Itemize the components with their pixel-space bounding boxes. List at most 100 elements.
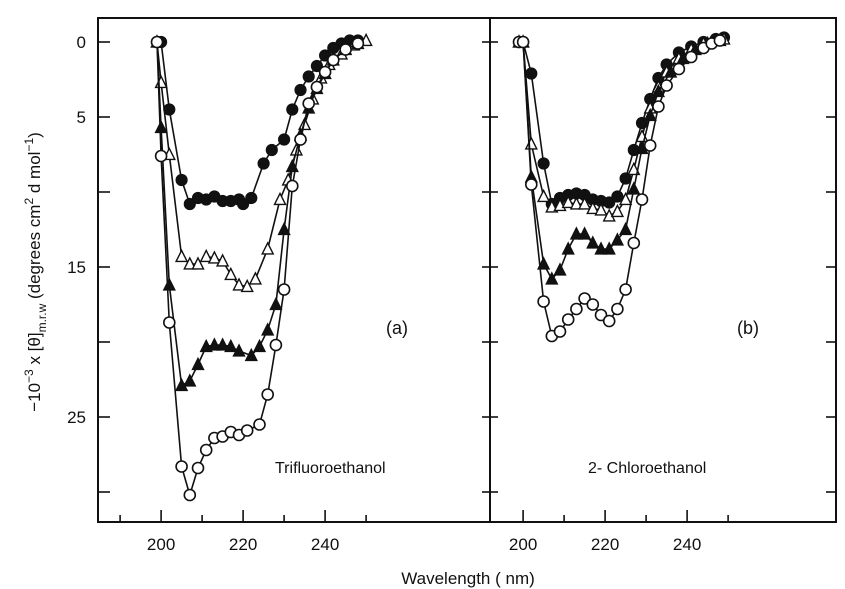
y-axis-title-units: (degrees cm (25, 205, 44, 304)
filled-circle-point (237, 197, 250, 211)
open-circle-point (672, 62, 686, 76)
open-triangle-point (594, 202, 608, 216)
x-axis-title: Wavelength ( nm) (401, 569, 535, 588)
filled-circle-point (245, 191, 258, 205)
x-tick-label-200: 200 (509, 535, 537, 554)
open-triangle-point (232, 277, 246, 291)
y-axis-title-sub: m.r.w (35, 303, 49, 332)
y-axis-title-units-close: ) (25, 132, 44, 138)
filled-triangle-point (536, 256, 551, 270)
x-tick-label-220: 220 (229, 535, 257, 554)
y-axis-title-exp: −3 (22, 369, 36, 383)
open-circle-point (240, 424, 254, 437)
filled-triangle-point (569, 226, 584, 240)
filled-triangle-point (252, 338, 267, 353)
open-triangle-point (240, 278, 254, 293)
series-line-filled-triangle (156, 41, 359, 387)
filled-triangle-point (207, 337, 222, 351)
y-axis-title-units-exp: −1 (22, 138, 36, 152)
filled-triangle-point (154, 119, 168, 134)
filled-circle-point (525, 67, 538, 80)
filled-triangle-point (191, 356, 205, 371)
open-circle-point (561, 313, 575, 326)
open-circle-point (183, 488, 197, 502)
open-circle-point (524, 178, 538, 191)
open-circle-point (570, 302, 583, 316)
open-circle-point (602, 314, 616, 328)
open-circle-point (163, 316, 176, 329)
open-triangle-point (273, 191, 287, 206)
filled-triangle-point (277, 221, 291, 236)
y-tick-label-5: 5 (77, 108, 86, 127)
filled-circle-point (310, 59, 323, 73)
open-circle-point (553, 325, 567, 338)
x-tick-label-240: 240 (311, 535, 339, 554)
y-tick-label-15: 15 (67, 258, 86, 277)
open-triangle-point (586, 200, 600, 215)
filled-triangle-point (577, 226, 592, 240)
panel-a-ticks (98, 41, 367, 522)
open-circle-point (619, 283, 632, 296)
filled-triangle-point (545, 271, 559, 285)
filled-triangle-point (224, 338, 238, 353)
filled-triangle-point (627, 181, 641, 195)
open-circle-point (326, 53, 340, 67)
panel-a-frame (97, 17, 491, 523)
open-circle-point (199, 443, 213, 457)
panel-b-x-tick-labels: 200 220 240 (509, 535, 701, 554)
filled-triangle-point (244, 347, 258, 362)
open-circle-point (269, 338, 283, 352)
open-circle-point (516, 35, 530, 49)
open-circle-point (277, 283, 291, 296)
open-triangle-point (183, 256, 197, 270)
filled-triangle-point (618, 221, 633, 236)
x-tick-label-200: 200 (147, 535, 175, 554)
open-circle-point (302, 97, 316, 110)
open-circle-point (627, 236, 641, 250)
y-axis-title: −10−3 x [θ]m.r.w (degrees cm2 d mol−1) (22, 132, 49, 412)
filled-circle-point (163, 103, 176, 116)
filled-circle-point (537, 157, 550, 170)
open-circle-point (294, 133, 307, 146)
open-circle-point (713, 34, 727, 47)
filled-circle-point (175, 173, 188, 187)
open-circle-point (594, 308, 608, 322)
filled-triangle-point (183, 373, 197, 387)
open-circle-point (578, 292, 591, 305)
open-circle-point (175, 460, 188, 473)
panel-b-series (512, 31, 731, 343)
open-circle-point (318, 65, 332, 79)
filled-circle-point (183, 197, 196, 211)
open-triangle-point (610, 203, 625, 218)
panel-a-annotation: Trifluoroethanol (275, 460, 386, 477)
filled-triangle-point (215, 337, 230, 351)
open-circle-point (310, 80, 324, 94)
open-circle-point (684, 50, 698, 64)
filled-triangle-point (261, 322, 275, 336)
open-circle-point (285, 179, 299, 193)
open-triangle-point (261, 241, 275, 255)
open-circle-point (643, 139, 657, 152)
y-axis-title-theta: x [θ] (25, 332, 44, 369)
filled-circle-point (278, 133, 291, 146)
x-tick-label-240: 240 (673, 535, 701, 554)
filled-circle-point (611, 190, 624, 203)
open-triangle-point (207, 250, 222, 264)
filled-circle-point (286, 103, 299, 116)
filled-triangle-point (553, 262, 567, 276)
filled-circle-point (257, 157, 270, 170)
open-triangle-point (618, 191, 633, 206)
filled-triangle-point (269, 296, 283, 311)
filled-triangle-point (162, 277, 176, 291)
open-circle-point (150, 35, 164, 49)
filled-circle-point (302, 70, 315, 83)
filled-triangle-point (594, 241, 608, 255)
open-circle-point (635, 193, 649, 206)
filled-triangle-point (643, 107, 657, 122)
open-triangle-point (536, 188, 551, 203)
filled-triangle-point (586, 235, 600, 249)
open-circle-point (586, 298, 600, 311)
open-circle-point (537, 295, 550, 308)
open-circle-point (253, 418, 266, 431)
open-triangle-point (524, 136, 538, 150)
